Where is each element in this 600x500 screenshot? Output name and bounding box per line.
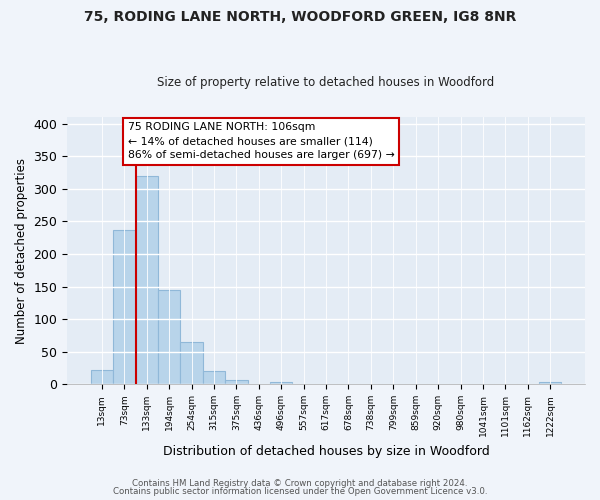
X-axis label: Distribution of detached houses by size in Woodford: Distribution of detached houses by size … (163, 444, 490, 458)
Bar (270, 382, 292, 384)
Text: Contains HM Land Registry data © Crown copyright and database right 2024.: Contains HM Land Registry data © Crown c… (132, 478, 468, 488)
Bar (181, 342, 203, 384)
Bar (225, 380, 248, 384)
Bar (203, 370, 225, 384)
Y-axis label: Number of detached properties: Number of detached properties (15, 158, 28, 344)
Bar (539, 382, 562, 384)
Bar (136, 176, 158, 384)
Bar (158, 290, 181, 384)
Title: Size of property relative to detached houses in Woodford: Size of property relative to detached ho… (157, 76, 495, 90)
Bar (113, 230, 136, 384)
Bar (91, 370, 113, 384)
Text: Contains public sector information licensed under the Open Government Licence v3: Contains public sector information licen… (113, 487, 487, 496)
Text: 75 RODING LANE NORTH: 106sqm
← 14% of detached houses are smaller (114)
86% of s: 75 RODING LANE NORTH: 106sqm ← 14% of de… (128, 122, 394, 160)
Text: 75, RODING LANE NORTH, WOODFORD GREEN, IG8 8NR: 75, RODING LANE NORTH, WOODFORD GREEN, I… (84, 10, 516, 24)
